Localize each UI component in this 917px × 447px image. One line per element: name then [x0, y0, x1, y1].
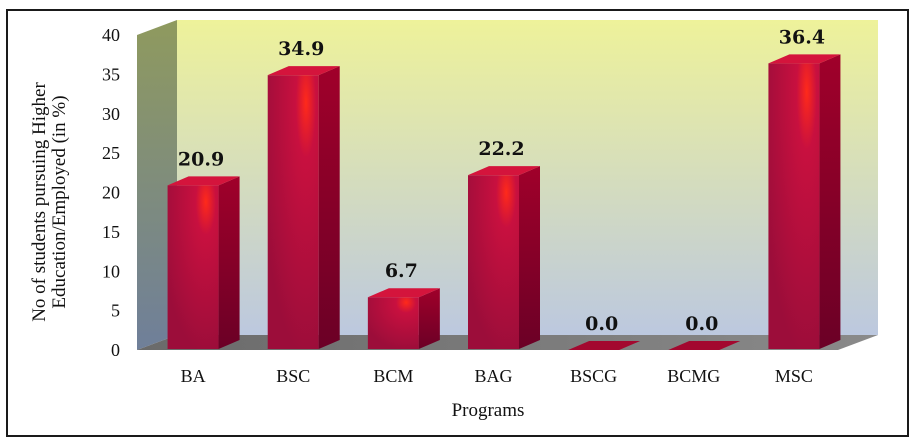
- x-tick-label: MSC: [775, 366, 813, 386]
- y-tick-label: 40: [102, 25, 120, 45]
- value-label: 20.9: [178, 148, 224, 170]
- x-axis: BA BSC BCM BAG BSCG BCMG MSC: [181, 366, 813, 386]
- bar-front: [468, 175, 519, 349]
- value-label: 22.2: [478, 138, 524, 160]
- bar-top: [668, 341, 741, 350]
- bar-bscg: [568, 341, 641, 350]
- x-tick-label: BSCG: [570, 366, 617, 386]
- bar-side: [819, 54, 841, 349]
- y-axis-title-line-1: No of students pursuing Higher: [29, 82, 50, 322]
- bar-top: [367, 288, 440, 298]
- bar-bag: [468, 166, 540, 349]
- bar-bcmg: [668, 341, 741, 350]
- y-axis: 0 5 10 15 20 25 30 35 40: [102, 25, 120, 360]
- bar-bcm: [367, 288, 440, 349]
- value-label: 0.0: [685, 313, 718, 335]
- bar-bsc: [267, 66, 340, 349]
- y-tick-label: 5: [111, 301, 120, 321]
- bar-front: [367, 297, 419, 349]
- bar-top: [167, 176, 240, 186]
- value-label: 0.0: [585, 313, 618, 335]
- bar-top: [267, 66, 340, 76]
- y-tick-label: 0: [111, 340, 120, 360]
- y-axis-title-line-2: Education/Employed (in %): [49, 95, 70, 308]
- y-tick-label: 30: [102, 104, 120, 124]
- bar-top: [468, 166, 540, 176]
- x-tick-label: BA: [181, 366, 206, 386]
- x-tick-label: BCM: [373, 366, 413, 386]
- x-tick-label: BSC: [276, 366, 310, 386]
- bar-side: [318, 66, 340, 349]
- bar-side: [418, 288, 440, 349]
- y-tick-label: 20: [102, 183, 120, 203]
- bar-front: [267, 75, 319, 349]
- bar-msc: [768, 54, 841, 349]
- x-axis-title: Programs: [452, 400, 525, 421]
- y-tick-label: 35: [102, 64, 120, 84]
- bars: [167, 54, 841, 350]
- side-wall: [137, 20, 177, 350]
- value-label: 6.7: [385, 260, 418, 282]
- bar-front: [768, 63, 820, 349]
- value-labels: 20.9 34.9 6.7 22.2 0.0 0.0 36.4: [178, 26, 825, 335]
- bar-ba: [167, 176, 240, 349]
- bar-front: [167, 185, 219, 349]
- value-label: 36.4: [779, 26, 825, 48]
- bar-side: [218, 176, 240, 349]
- bar-top: [568, 341, 641, 350]
- bar-top: [768, 54, 841, 64]
- y-tick-label: 10: [102, 261, 120, 281]
- x-tick-label: BAG: [474, 366, 512, 386]
- value-label: 34.9: [278, 38, 324, 60]
- bar-side: [519, 166, 540, 349]
- y-tick-label: 25: [102, 143, 120, 163]
- x-tick-label: BCMG: [667, 366, 720, 386]
- y-tick-label: 15: [102, 222, 120, 242]
